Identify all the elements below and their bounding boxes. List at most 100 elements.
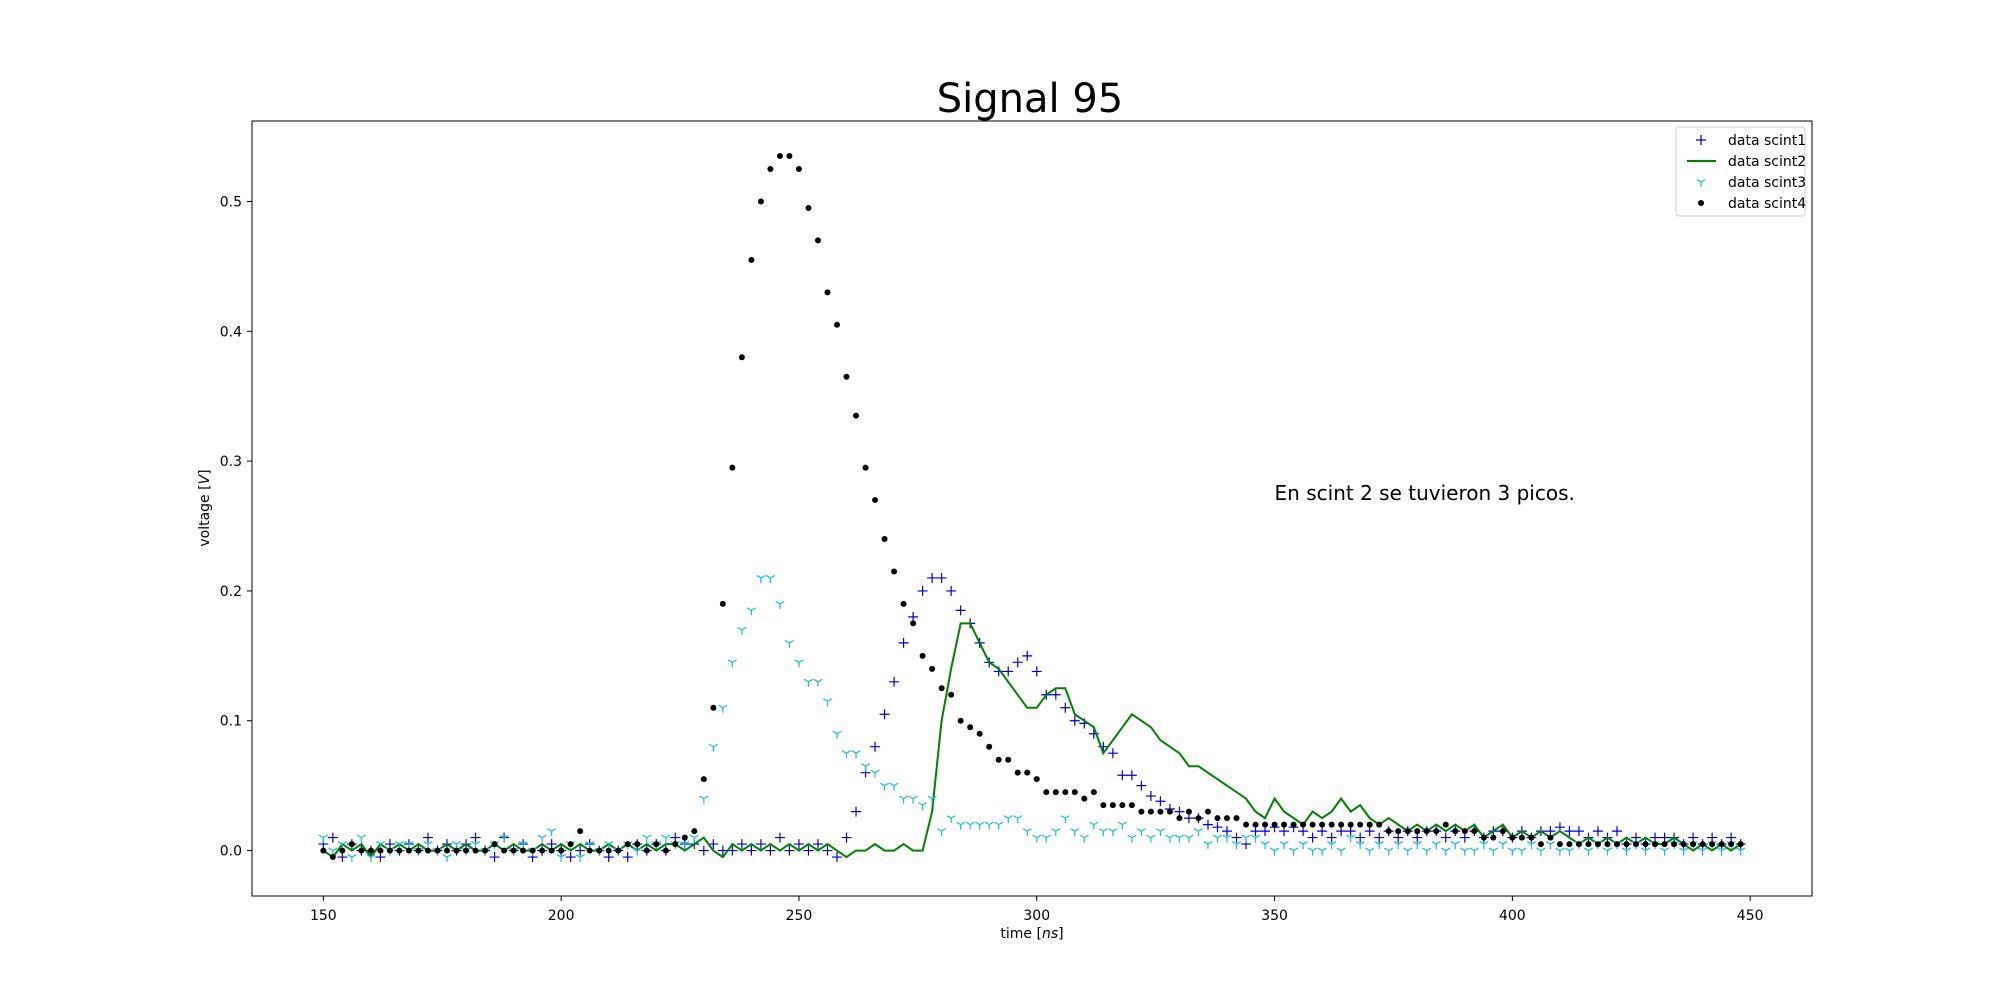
data-point [1070, 828, 1080, 837]
data-point [605, 847, 612, 854]
data-point [976, 730, 983, 737]
data-point [736, 839, 747, 850]
data-point [1107, 748, 1118, 759]
data-point [622, 852, 633, 863]
data-point [908, 611, 919, 622]
data-point [575, 854, 585, 863]
data-point [1126, 770, 1137, 781]
data-point [1281, 821, 1288, 828]
data-point [1308, 847, 1318, 856]
data-point [1202, 819, 1213, 830]
data-point [632, 847, 642, 856]
data-point [1147, 808, 1154, 815]
data-point [908, 795, 918, 804]
data-point [918, 802, 928, 811]
data-point [834, 321, 840, 328]
data-point [1431, 841, 1441, 850]
data-point [1290, 821, 1297, 828]
data-point [957, 717, 964, 724]
data-point [1450, 841, 1460, 850]
y-tick-label: 0.4 [220, 324, 242, 340]
data-point [898, 637, 909, 648]
legend-item: data scint3 [1696, 175, 1806, 191]
data-point [1498, 841, 1508, 850]
data-point [529, 847, 536, 854]
data-point [1690, 841, 1697, 848]
data-point [1365, 847, 1375, 856]
data-point [1279, 826, 1290, 837]
data-point [1212, 834, 1223, 843]
y-tick-label: 0.0 [220, 844, 242, 860]
data-point [1033, 776, 1040, 783]
data-point [860, 763, 871, 772]
data-point [900, 600, 907, 607]
data-point [1109, 802, 1116, 809]
data-point [356, 834, 366, 843]
data-point [1298, 841, 1308, 850]
x-tick-label: 150 [310, 908, 337, 924]
data-point [415, 847, 422, 854]
series-data-scint4 [320, 153, 1744, 861]
data-point [1327, 841, 1337, 850]
data-point [738, 354, 745, 361]
data-point [689, 834, 699, 843]
data-point [643, 847, 650, 854]
data-point [748, 256, 755, 263]
data-point [822, 845, 833, 856]
data-point [337, 852, 348, 863]
data-point [698, 845, 709, 856]
data-point [1060, 702, 1071, 713]
data-point [1062, 789, 1069, 796]
data-point [1012, 657, 1023, 668]
data-point [967, 724, 974, 731]
data-point [699, 795, 709, 804]
data-point [586, 847, 593, 854]
data-point [603, 852, 614, 863]
data-point [1737, 841, 1744, 848]
x-tick-label: 450 [1737, 908, 1764, 924]
data-point [1119, 802, 1126, 809]
data-point [1707, 832, 1718, 843]
data-point [1052, 789, 1059, 796]
data-point [691, 828, 698, 835]
data-point [375, 852, 386, 863]
data-point [1260, 841, 1270, 850]
data-point [1243, 821, 1250, 828]
data-point [1545, 841, 1556, 850]
data-point [784, 845, 795, 856]
data-point [366, 854, 376, 863]
data-point [1032, 834, 1042, 843]
legend-swatch [1696, 135, 1706, 145]
data-point [1071, 789, 1078, 796]
legend: data scint1 data scint2 data scint3 data sc… [1675, 126, 1806, 217]
data-point [615, 847, 622, 854]
data-point [1328, 821, 1335, 828]
data-point [1471, 828, 1478, 835]
data-point [577, 828, 584, 835]
data-point [1319, 821, 1326, 828]
data-point [499, 834, 509, 843]
data-point [1374, 841, 1384, 850]
data-point [1602, 847, 1613, 856]
data-point [548, 847, 555, 854]
data-point [1271, 821, 1278, 828]
data-point [1128, 802, 1135, 809]
data-point [948, 691, 955, 698]
data-point [1393, 841, 1403, 850]
data-point [1108, 828, 1118, 837]
data-point [348, 841, 355, 848]
legend-swatch [1696, 178, 1706, 187]
data-point [995, 756, 1002, 763]
data-point [520, 847, 527, 854]
data-point [1060, 815, 1070, 824]
data-point [327, 832, 338, 843]
data-point [984, 821, 994, 830]
data-point [1545, 826, 1556, 837]
data-point [927, 795, 937, 804]
data-point [910, 620, 917, 627]
data-point [422, 832, 433, 843]
data-point [1003, 666, 1014, 677]
data-point [1422, 847, 1432, 856]
data-point [1459, 832, 1470, 843]
data-point [1661, 841, 1668, 848]
